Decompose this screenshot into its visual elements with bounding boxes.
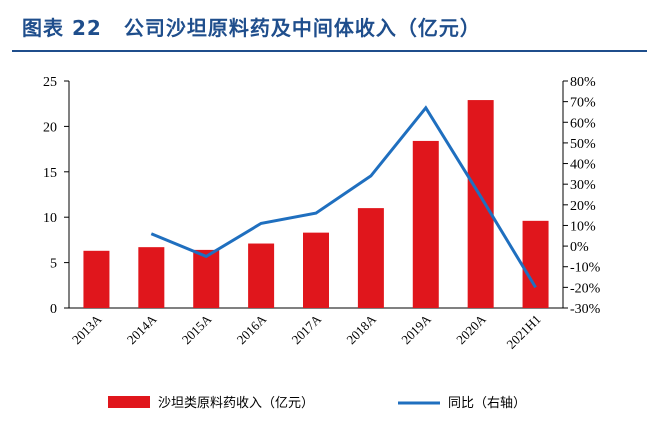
x-tick-label: 2015A <box>179 311 215 347</box>
right-tick-label: -30% <box>570 302 601 317</box>
figure-title: 公司沙坦原料药及中间体收入（亿元） <box>123 16 481 40</box>
right-tick-label: 50% <box>570 137 596 152</box>
line-series <box>150 105 537 289</box>
figure-label: 图表 <box>22 16 64 40</box>
bar <box>138 247 165 308</box>
right-tick-label: -20% <box>570 281 601 296</box>
right-tick-label: -10% <box>570 261 601 276</box>
left-tick-label: 25 <box>43 75 57 90</box>
title-bar: 图表 22 公司沙坦原料药及中间体收入（亿元） <box>0 0 657 54</box>
chart-title: 图表 22 公司沙坦原料药及中间体收入（亿元） <box>22 10 481 46</box>
legend-bar-label: 沙坦类原料药收入（亿元） <box>158 396 314 411</box>
x-axis-ticks: 2013A 2014A 2015A 2016A 2017A 2018A 2019A 2020A… <box>69 311 544 352</box>
title-underline <box>12 50 647 52</box>
right-tick-label: 70% <box>570 96 596 111</box>
x-tick-label: 2014A <box>124 311 160 347</box>
figure-number: 22 <box>72 16 102 40</box>
legend-line-label: 同比（右轴） <box>448 396 526 411</box>
right-tick-label: 60% <box>570 116 596 131</box>
right-tick-label: 20% <box>570 199 596 214</box>
bar <box>412 140 439 308</box>
chart-axes: 0 5 10 15 20 25 -30% -20% -10% 0% 10% 20% 30% 40% 50% 6… <box>43 75 601 317</box>
legend: 沙坦类原料药收入（亿元） 同比（右轴） <box>108 396 526 411</box>
x-tick-label: 2021H1 <box>503 312 543 352</box>
bar <box>83 250 110 308</box>
bar <box>522 220 549 308</box>
left-tick-label: 10 <box>43 211 57 226</box>
left-tick-label: 0 <box>50 302 57 317</box>
x-tick-label: 2020A <box>453 311 489 347</box>
left-tick-label: 15 <box>43 166 57 181</box>
x-tick-label: 2013A <box>69 311 105 347</box>
bar <box>303 232 329 308</box>
yoy-line <box>150 105 537 289</box>
bar <box>248 243 275 308</box>
right-tick-label: 30% <box>570 178 596 193</box>
right-tick-label: 40% <box>570 158 596 173</box>
left-tick-label: 20 <box>43 120 57 135</box>
combo-chart: 0 5 10 15 20 25 -30% -20% -10% 0% 10% 20% 30% 40% 50% 6… <box>43 75 601 411</box>
left-tick-label: 5 <box>50 257 57 272</box>
right-tick-label: 10% <box>570 219 596 234</box>
x-tick-label: 2018A <box>343 311 379 347</box>
legend-bar-swatch <box>108 396 150 408</box>
bar <box>193 249 220 308</box>
right-tick-label: 0% <box>570 240 589 255</box>
x-tick-label: 2017A <box>288 311 324 347</box>
x-tick-label: 2016A <box>234 311 270 347</box>
bar-series <box>83 100 549 309</box>
x-tick-label: 2019A <box>398 311 434 347</box>
bar <box>467 100 494 309</box>
bar <box>357 208 384 308</box>
right-tick-label: 80% <box>570 75 596 90</box>
